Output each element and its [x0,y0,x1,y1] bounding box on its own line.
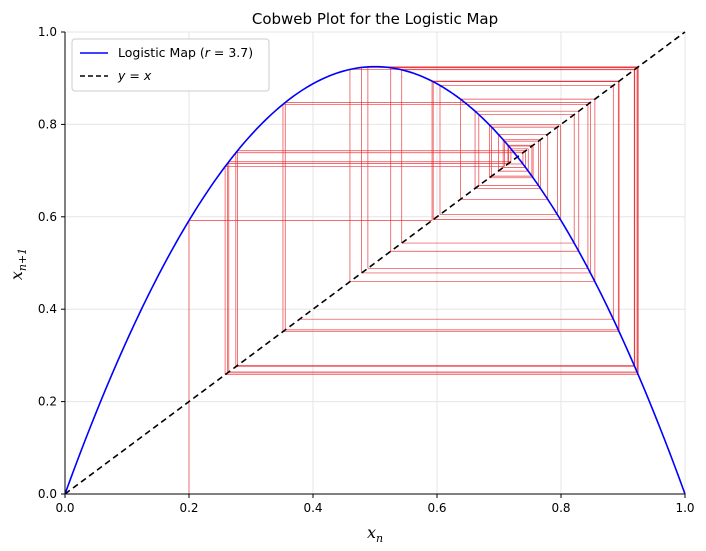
x-tick-label: 0.6 [427,501,446,515]
identity-series-line [64,31,686,495]
legend: Logistic Map (r = 3.7) y = x [71,38,270,92]
ticks: 0.0 0.2 0.4 0.6 0.8 1.0 0.0 0.2 0.4 0.6 0.8 1.0 [38,25,695,515]
logistic-curve [64,65,686,495]
x-axis-label: xn [367,523,383,545]
x-tick-label: 0.8 [551,501,570,515]
axes [64,32,685,495]
x-tick-label: 1.0 [675,501,694,515]
identity-line [64,31,686,495]
y-tick-label: 0.0 [38,487,57,501]
logistic-curve-path [64,65,686,495]
x-tick-label: 0.2 [179,501,198,515]
y-tick-label: 1.0 [38,25,57,39]
y-tick-label: 0.6 [38,210,57,224]
y-axis-label: xn+1 [7,248,29,280]
y-tick-label: 0.2 [38,395,57,409]
cobweb-path [188,66,639,494]
legend-box [71,38,270,92]
chart-title: Cobweb Plot for the Logistic Map [252,10,498,28]
x-tick-label: 0.4 [303,501,322,515]
y-tick-label: 0.4 [38,302,57,316]
x-tick-label: 0.0 [55,501,74,515]
y-tick-label: 0.8 [38,117,57,131]
legend-label-identity: y = x [117,68,152,83]
legend-label-curve: Logistic Map (r = 3.7) [118,45,253,60]
